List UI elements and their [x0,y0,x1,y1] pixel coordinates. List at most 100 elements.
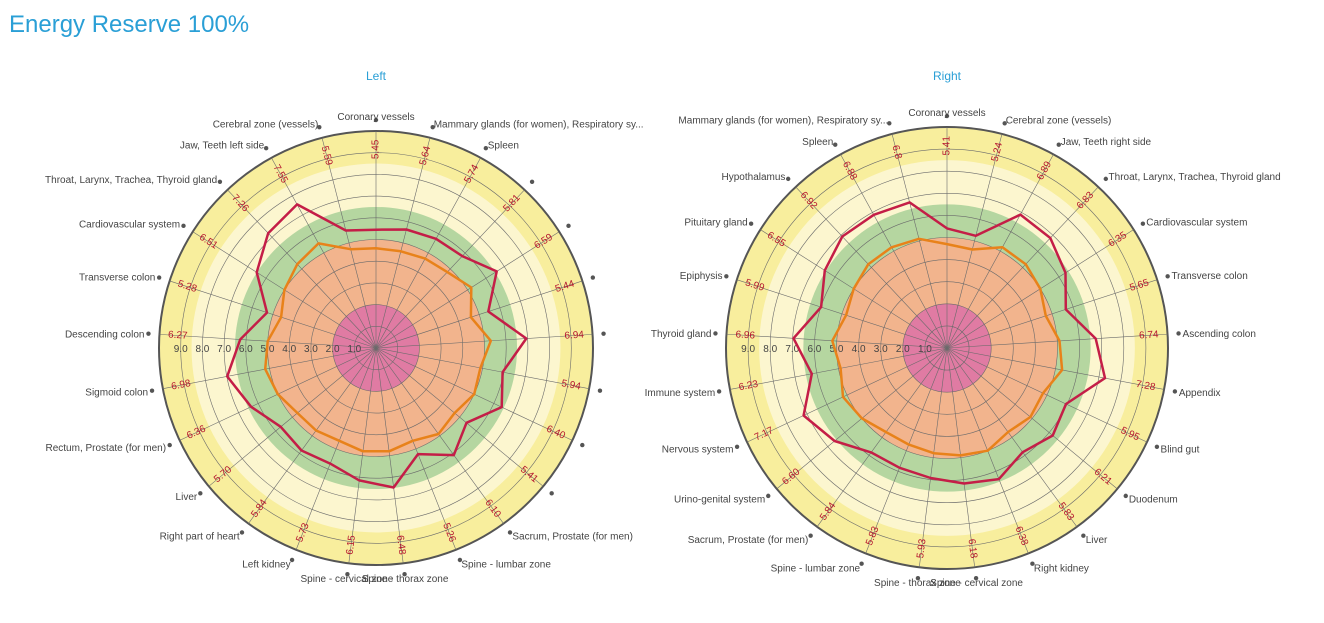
ring-value-label: 7.0 [217,344,231,355]
value-label: 6.27 [168,330,189,342]
category-dot [1154,444,1160,449]
category-dot [1030,561,1035,566]
ring-value-label: 9.0 [741,344,755,355]
spoke-line [321,137,377,349]
category-dot [317,124,322,130]
spoke-line [348,347,377,564]
category-label: Hypothalamus [722,172,786,183]
spoke-line [295,347,377,550]
spoke-line [169,280,377,349]
category-dot [430,124,435,130]
series-line-primary [792,201,1107,485]
spoke-line [375,347,457,550]
category-label: Cardiovascular system [1146,218,1247,229]
ring-value-label: 1.0 [918,344,932,355]
category-label: Liver [1086,535,1108,546]
category-label: Throat, Larynx, Trachea, Thyroid gland [45,175,217,186]
spoke-line [865,347,948,554]
right-chart-title: Right [932,69,962,83]
category-dot [345,572,350,577]
category-dot [263,146,269,151]
category-dot [529,179,535,184]
category-dot [483,146,489,151]
ring-value-label: 5.0 [830,344,844,355]
spoke-line [375,280,583,349]
category-dot [1172,389,1178,394]
category-label: Throat, Larynx, Trachea, Thyroid gland [1109,172,1281,183]
spoke-line [946,186,1099,349]
value-label: 7.28 [1135,379,1157,394]
spoke-line [946,347,1148,443]
value-label: 5.45 [371,139,382,159]
spoke-line [946,347,1078,527]
category-dot [198,491,203,496]
category-dot [217,179,223,184]
category-dot [1103,176,1109,182]
category-label: Liver [176,492,198,503]
spoke-line [946,347,1118,490]
category-label: Right kidney [1034,563,1089,574]
category-dot [944,113,950,119]
spoke-line [375,231,560,349]
spoke-line [375,347,544,487]
value-label: 6.48 [394,535,407,556]
value-label: 6.8 [890,144,904,161]
category-label: Spine - thorax zone [362,574,449,585]
category-label: Transverse colon [79,272,155,283]
category-label: Spine - lumbar zone [771,563,861,574]
value-label: 5.94 [560,378,582,393]
spoke-line [795,186,948,349]
category-dot [1081,533,1086,538]
category-label: Mammary glands (for women), Respiratory … [434,119,644,130]
category-dot [1002,121,1007,126]
ring-value-label: 1.0 [347,344,361,355]
category-dot [734,444,740,449]
spoke-line [919,347,948,568]
category-label: Immune system [645,388,716,399]
ring-value-label: 9.0 [174,344,188,355]
category-dot [167,442,172,448]
ring-value-label: 4.0 [852,344,866,355]
category-dot [1176,331,1181,336]
category-label: Spine - thorax zone [874,578,961,589]
category-label: Sacrum, Prostate (for men) [688,535,809,546]
category-dot [887,121,892,126]
value-label: 5.24 [990,141,1006,163]
category-dot [713,331,718,336]
category-dot [590,275,596,280]
value-label: 5.41 [942,136,953,156]
spoke-line [816,347,948,527]
category-label: Urino-genital system [674,494,765,505]
spoke-line [726,333,948,349]
value-label: 6.94 [564,330,585,342]
category-dot [973,575,979,581]
category-label: Jaw, Teeth right side [1061,137,1152,148]
category-label: Cardiovascular system [79,220,180,231]
category-dot [146,331,151,336]
value-label: 6.15 [345,534,358,555]
category-dot [181,223,186,229]
spoke-line [375,347,504,524]
category-dot [402,572,407,577]
category-dot [1123,493,1128,499]
series-line-secondary [831,237,1064,457]
category-dot [601,331,606,336]
value-label: 6.18 [965,538,978,559]
ring-value-label: 2.0 [326,344,340,355]
category-dot [766,493,771,499]
category-label: Blind gut [1161,444,1200,455]
spoke-line [729,347,948,390]
category-dot [156,275,162,280]
value-label: 6.74 [1139,329,1160,341]
spoke-line [946,133,1003,349]
value-label: 6.98 [170,378,192,393]
category-dot [289,557,295,563]
value-label: 6.96 [735,329,756,341]
category-label: Spleen [488,141,519,152]
category-label: Epiphysis [680,271,723,282]
category-label: Cerebral zone (vessels) [1006,115,1112,126]
category-dot [507,530,513,535]
category-label: Pituitary gland [684,218,747,229]
spoke-line [891,133,948,349]
category-label: Spleen [802,137,833,148]
